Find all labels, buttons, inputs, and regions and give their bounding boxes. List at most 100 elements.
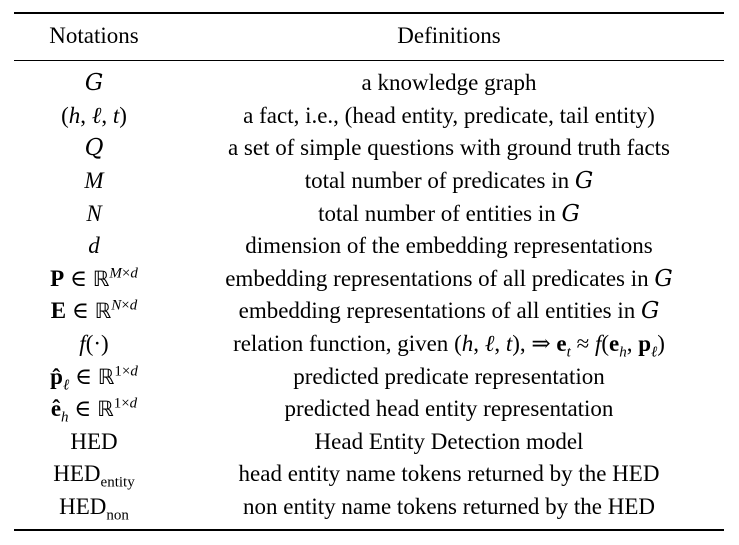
symbol-G: G — [561, 200, 580, 227]
table-row: HEDentity head entity name tokens return… — [14, 458, 724, 491]
symbol-approx: ≈ — [576, 331, 590, 357]
symbol-h: h — [619, 344, 627, 361]
symbol-d: d — [130, 362, 138, 379]
definition-cell: Head Entity Detection model — [314, 428, 584, 454]
symbol-G: G — [641, 298, 660, 325]
notation-cell: HEDentity — [14, 458, 174, 491]
notation-cell: d — [14, 230, 174, 263]
table-row: N total number of entities in G — [14, 197, 724, 230]
definition-text: relation function, given — [233, 331, 449, 357]
table-row: M total number of predicates in G — [14, 165, 724, 198]
symbol-d: d — [129, 297, 138, 314]
symbol-HED: HED — [59, 494, 107, 520]
symbol-l: ℓ — [484, 331, 495, 357]
definition-cell: embedding representations of all entitie… — [174, 295, 724, 328]
definition-text: total number of predicates in — [304, 168, 570, 194]
table-row: p̂ℓ ∈ ℝ1×d predicted predicate represent… — [14, 360, 724, 393]
notation-cell: Q — [14, 132, 174, 165]
symbol-HED: HED — [53, 461, 101, 487]
symbol-times: × — [121, 395, 130, 412]
symbol-cdot: · — [93, 331, 102, 357]
symbol-one: 1 — [113, 395, 122, 412]
definition-cell: total number of predicates in G — [174, 165, 724, 198]
symbol-P: P — [50, 265, 65, 291]
definition-text: embedding representations of all entitie… — [238, 298, 636, 324]
symbol-G: G — [574, 168, 594, 195]
definition-cell: embedding representations of all predica… — [174, 263, 724, 296]
definition-cell: head entity name tokens returned by the … — [238, 461, 660, 487]
symbol-h: h — [68, 102, 81, 128]
symbol-d: d — [88, 233, 100, 259]
notation-cell: E ∈ ℝN×d — [14, 295, 174, 328]
symbol-f: f — [79, 331, 86, 357]
notation-cell: HEDnon — [14, 490, 174, 532]
header-definitions: Definitions — [174, 12, 724, 61]
notation-cell: M — [14, 165, 174, 198]
definition-cell: a fact, i.e., (head entity, predicate, t… — [243, 102, 655, 128]
notation-table: Notations Definitions G a knowledge grap… — [14, 12, 724, 532]
notation-table-container: Notations Definitions G a knowledge grap… — [14, 12, 724, 532]
symbol-Q: Q — [84, 135, 104, 162]
table-row: E ∈ ℝN×d embedding representations of al… — [14, 295, 724, 328]
table-row: êh ∈ ℝ1×d predicted head entity represen… — [14, 393, 724, 426]
notation-cell: HED — [70, 428, 118, 454]
symbol-in: ∈ — [71, 298, 89, 324]
notation-cell: p̂ℓ ∈ ℝ1×d — [14, 360, 174, 393]
table-header: Notations Definitions — [14, 12, 724, 61]
symbol-t: t — [566, 344, 571, 361]
notation-cell: êh ∈ ℝ1×d — [14, 393, 174, 426]
symbol-h: h — [461, 331, 474, 357]
symbol-h: h — [61, 409, 69, 426]
symbol-M: M — [84, 168, 104, 194]
definition-cell: predicted predicate representation — [293, 363, 605, 389]
symbol-times: × — [121, 265, 131, 282]
symbol-R: ℝ — [97, 397, 114, 422]
symbol-N: N — [86, 200, 102, 226]
table-row: Q a set of simple questions with ground … — [14, 132, 724, 165]
definition-text: embedding representations of all predica… — [225, 265, 649, 291]
symbol-in: ∈ — [74, 396, 92, 422]
symbol-in: ∈ — [74, 363, 92, 389]
symbol-R: ℝ — [97, 364, 115, 389]
subscript-non: non — [106, 507, 129, 524]
symbol-G: G — [654, 265, 673, 292]
definition-cell: non entity name tokens returned by the H… — [174, 490, 724, 532]
symbol-e-hat: ê — [50, 396, 62, 422]
symbol-p: p — [638, 331, 652, 357]
notation-cell: f(·) — [79, 331, 109, 357]
definition-cell: a set of simple questions with ground tr… — [227, 135, 671, 161]
symbol-t: t — [112, 102, 120, 128]
definition-cell: relation function, given (h, ℓ, t), ⇒ et… — [233, 331, 665, 361]
symbol-one: 1 — [114, 362, 122, 379]
table-row: HED Head Entity Detection model — [14, 426, 724, 459]
header-row: Notations Definitions — [14, 12, 724, 61]
definition-cell: total number of entities in G — [174, 197, 724, 230]
table-row: d dimension of the embedding representat… — [14, 230, 724, 263]
symbol-p-hat: p̂ — [50, 363, 63, 389]
symbol-G: G — [84, 70, 104, 97]
symbol-E: E — [50, 298, 67, 324]
symbol-e: e — [556, 331, 567, 357]
table-body: G a knowledge graph (h, ℓ, t) a fact, i.… — [14, 61, 724, 532]
symbol-times: × — [121, 297, 130, 314]
table-row: HEDnon non entity name tokens returned b… — [14, 490, 724, 532]
definition-cell: dimension of the embedding representatio… — [245, 233, 653, 259]
symbol-d: d — [130, 265, 138, 282]
symbol-f: f — [594, 331, 602, 357]
header-notations: Notations — [14, 12, 174, 61]
symbol-t: t — [505, 331, 513, 357]
definition-cell: a knowledge graph — [361, 70, 537, 96]
notation-cell: G — [14, 61, 174, 100]
symbol-in: ∈ — [69, 265, 87, 291]
notation-cell: N — [14, 197, 174, 230]
symbol-N: N — [111, 297, 122, 314]
symbol-times: × — [121, 362, 131, 379]
symbol-implies: ⇒ — [531, 331, 551, 357]
symbol-l: ℓ — [91, 102, 102, 128]
subscript-entity: entity — [100, 475, 135, 492]
notation-cell: (h, ℓ, t) — [61, 102, 127, 128]
symbol-l: ℓ — [62, 377, 70, 394]
symbol-d: d — [129, 395, 138, 412]
symbol-R: ℝ — [92, 266, 110, 291]
table-row: (h, ℓ, t) a fact, i.e., (head entity, pr… — [14, 100, 724, 133]
